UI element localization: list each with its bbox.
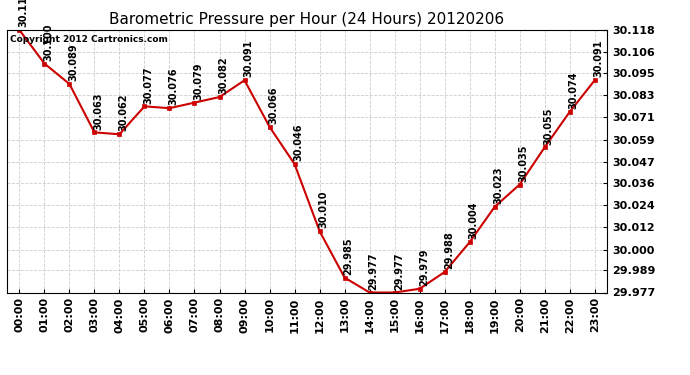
- Text: Copyright 2012 Cartronics.com: Copyright 2012 Cartronics.com: [10, 35, 168, 44]
- Text: 30.091: 30.091: [594, 40, 604, 78]
- Text: 30.062: 30.062: [119, 94, 128, 132]
- Text: 30.074: 30.074: [569, 72, 579, 109]
- Text: 30.055: 30.055: [544, 107, 554, 144]
- Text: 30.010: 30.010: [319, 191, 328, 228]
- Text: 30.035: 30.035: [519, 144, 529, 182]
- Text: 29.979: 29.979: [419, 249, 428, 286]
- Text: 30.004: 30.004: [469, 202, 479, 240]
- Text: 30.077: 30.077: [144, 66, 154, 104]
- Text: 30.079: 30.079: [194, 62, 204, 100]
- Text: 30.023: 30.023: [494, 166, 504, 204]
- Text: 30.091: 30.091: [244, 40, 254, 78]
- Title: Barometric Pressure per Hour (24 Hours) 20120206: Barometric Pressure per Hour (24 Hours) …: [110, 12, 504, 27]
- Text: 30.100: 30.100: [43, 23, 54, 61]
- Text: 30.082: 30.082: [219, 57, 228, 94]
- Text: 30.076: 30.076: [168, 68, 179, 105]
- Text: 30.066: 30.066: [268, 87, 279, 124]
- Text: 30.063: 30.063: [94, 92, 104, 130]
- Text: 30.089: 30.089: [68, 44, 79, 81]
- Text: 30.118: 30.118: [19, 0, 28, 27]
- Text: 29.988: 29.988: [444, 231, 454, 269]
- Text: 29.977: 29.977: [368, 252, 379, 290]
- Text: 29.977: 29.977: [394, 252, 404, 290]
- Text: 29.985: 29.985: [344, 237, 354, 275]
- Text: 30.046: 30.046: [294, 124, 304, 161]
